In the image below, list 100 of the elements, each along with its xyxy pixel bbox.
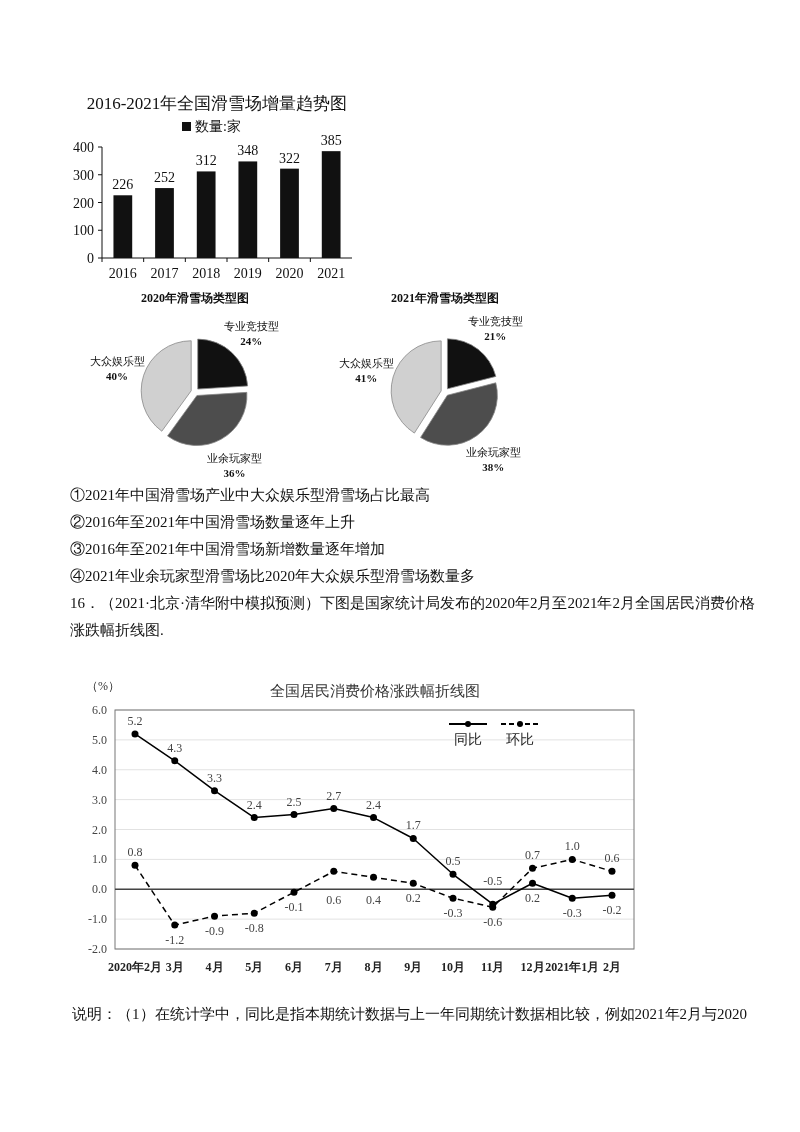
point bbox=[290, 888, 298, 896]
data-label: 0.8 bbox=[127, 845, 143, 860]
data-label: 1.0 bbox=[564, 839, 580, 854]
point bbox=[370, 873, 377, 881]
data-label: -0.8 bbox=[244, 921, 264, 936]
x-tick-label: 2020 bbox=[275, 266, 304, 281]
data-label: 312 bbox=[195, 153, 217, 169]
slice-label: 大众娱乐型 bbox=[338, 357, 394, 370]
point bbox=[449, 894, 457, 902]
data-label: 385 bbox=[320, 133, 342, 149]
data-label: 41% bbox=[355, 372, 378, 385]
point bbox=[529, 864, 536, 872]
point bbox=[250, 814, 258, 822]
data-label: 0.6 bbox=[604, 851, 620, 866]
legend-label: 数量:家 bbox=[195, 119, 241, 134]
x-tick-label: 2021年1月 bbox=[545, 960, 600, 974]
point bbox=[211, 912, 218, 920]
y-tick-label: 5.0 bbox=[92, 732, 107, 747]
data-label: 40% bbox=[106, 369, 129, 382]
y-tick-label: -1.0 bbox=[88, 912, 107, 927]
data-label: -0.6 bbox=[483, 915, 503, 930]
y-axis-title: （%） bbox=[86, 679, 120, 693]
point bbox=[449, 870, 457, 878]
y-tick-label: 200 bbox=[73, 195, 94, 211]
data-label: 0.2 bbox=[525, 891, 540, 906]
x-tick-label: 5月 bbox=[245, 960, 264, 974]
data-label: 3.3 bbox=[207, 770, 222, 785]
data-label: 4.3 bbox=[167, 740, 183, 755]
chart-title: 2020年滑雪场类型图 bbox=[141, 291, 249, 305]
data-label: -0.2 bbox=[602, 903, 622, 918]
data-label: -0.3 bbox=[443, 906, 463, 921]
data-label: 0.6 bbox=[326, 893, 342, 908]
y-tick-label: 3.0 bbox=[92, 792, 107, 807]
point bbox=[250, 909, 258, 917]
x-tick-label: 11月 bbox=[481, 960, 505, 974]
data-label: -0.3 bbox=[562, 906, 582, 921]
x-tick-label: 3月 bbox=[165, 960, 184, 974]
legend-label: 同比 bbox=[454, 732, 482, 747]
point bbox=[171, 921, 179, 929]
y-tick-label: 6.0 bbox=[92, 703, 107, 717]
point bbox=[131, 861, 139, 869]
point bbox=[409, 879, 417, 887]
x-tick-label: 9月 bbox=[404, 960, 423, 974]
data-label: 2.4 bbox=[366, 797, 381, 812]
point bbox=[409, 834, 417, 842]
data-label: 0.4 bbox=[366, 893, 381, 908]
x-tick-label: 12月 bbox=[520, 960, 545, 974]
y-tick-label: 0 bbox=[87, 251, 94, 266]
point bbox=[171, 757, 179, 765]
x-tick-label: 2018 bbox=[192, 266, 221, 281]
x-tick-label: 6月 bbox=[285, 960, 303, 974]
x-tick-label: 4月 bbox=[205, 960, 224, 974]
text: 说明：（1）在统计学中，同比是指本期统计数据与上一年同期统计数据相比较，例如2021年2月与2020 bbox=[72, 1006, 747, 1022]
point bbox=[568, 855, 576, 863]
legend-label: 环比 bbox=[506, 732, 534, 747]
y-tick-label: 2.0 bbox=[92, 822, 107, 837]
data-label: 24% bbox=[240, 335, 263, 348]
y-tick-label: 0.0 bbox=[92, 882, 107, 897]
point bbox=[608, 867, 616, 875]
slice-label: 专业竞技型 bbox=[223, 320, 279, 333]
text: ②2016年至2021年中国滑雪场数量逐年上升 bbox=[70, 513, 356, 532]
slice-label: 业余玩家型 bbox=[465, 446, 521, 459]
data-label: -0.1 bbox=[284, 900, 304, 915]
data-label: 0.5 bbox=[445, 854, 461, 869]
data-label: 226 bbox=[112, 177, 134, 193]
data-label: 21% bbox=[484, 330, 507, 343]
data-label: 5.2 bbox=[127, 713, 143, 728]
text: ③2016年至2021年中国滑雪场新增数量逐年增加 bbox=[70, 540, 386, 559]
x-tick-label: 2019 bbox=[233, 266, 262, 281]
data-label: 0.2 bbox=[405, 891, 421, 906]
data-label: -0.5 bbox=[483, 874, 503, 889]
slice-label: 业余玩家型 bbox=[207, 451, 262, 464]
data-label: 36% bbox=[223, 466, 246, 479]
y-tick-label: 4.0 bbox=[92, 762, 107, 777]
text: ①2021年中国滑雪场产业中大众娱乐型滑雪场占比最高 bbox=[70, 486, 431, 505]
data-label: 2.5 bbox=[286, 794, 302, 809]
chart-title: 2021年滑雪场类型图 bbox=[391, 291, 499, 305]
chart-title: 全国居民消费价格涨跌幅折线图 bbox=[269, 683, 480, 699]
point bbox=[568, 894, 576, 902]
point bbox=[370, 814, 377, 822]
text: ④2021年业余玩家型滑雪场比2020年大众娱乐型滑雪场数量多 bbox=[70, 567, 476, 586]
x-tick-label: 8月 bbox=[364, 960, 383, 974]
point bbox=[290, 811, 298, 819]
x-tick-label: 2020年2月 bbox=[108, 960, 162, 974]
data-label: 348 bbox=[237, 143, 259, 159]
x-tick-label: 2016 bbox=[108, 266, 137, 281]
slice-label: 大众娱乐型 bbox=[89, 354, 145, 367]
point bbox=[608, 891, 616, 899]
x-tick-label: 2017 bbox=[150, 266, 179, 281]
data-label: 1.7 bbox=[405, 818, 421, 833]
text: 16．（2021·北京·清华附中模拟预测）下图是国家统计局发布的2020年2月至2021年2月全国居民消费价格涨跌幅折线图. bbox=[70, 594, 756, 640]
y-tick-label: 300 bbox=[73, 167, 94, 183]
point bbox=[131, 730, 139, 738]
y-tick-label: 100 bbox=[73, 223, 94, 239]
point bbox=[529, 879, 536, 887]
x-tick-label: 2021 bbox=[317, 266, 346, 281]
point bbox=[330, 867, 338, 875]
data-label: -0.9 bbox=[205, 924, 224, 939]
y-tick-label: 400 bbox=[73, 140, 94, 155]
data-label: 252 bbox=[154, 170, 175, 186]
